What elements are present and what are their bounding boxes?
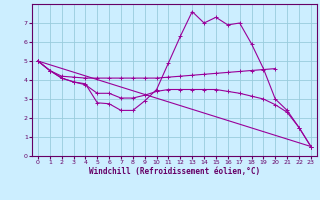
X-axis label: Windchill (Refroidissement éolien,°C): Windchill (Refroidissement éolien,°C) <box>89 167 260 176</box>
